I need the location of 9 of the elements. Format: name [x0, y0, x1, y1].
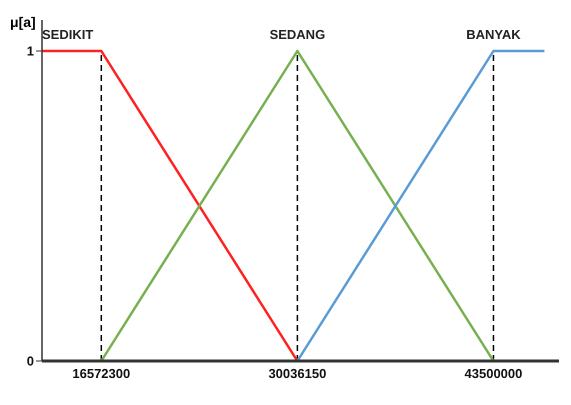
- x-tick-label: 30036150: [268, 366, 326, 382]
- x-tick-label: 43500000: [464, 366, 522, 382]
- x-tick-label: 16572300: [72, 366, 130, 382]
- y-tick-label: 1: [26, 44, 34, 59]
- y-tick-label: 0: [26, 354, 34, 369]
- y-axis-title: μ[a]: [10, 14, 36, 30]
- series-label: SEDIKIT: [42, 27, 94, 42]
- series-label: SEDANG: [270, 27, 326, 42]
- series-label: BANYAK: [466, 27, 522, 42]
